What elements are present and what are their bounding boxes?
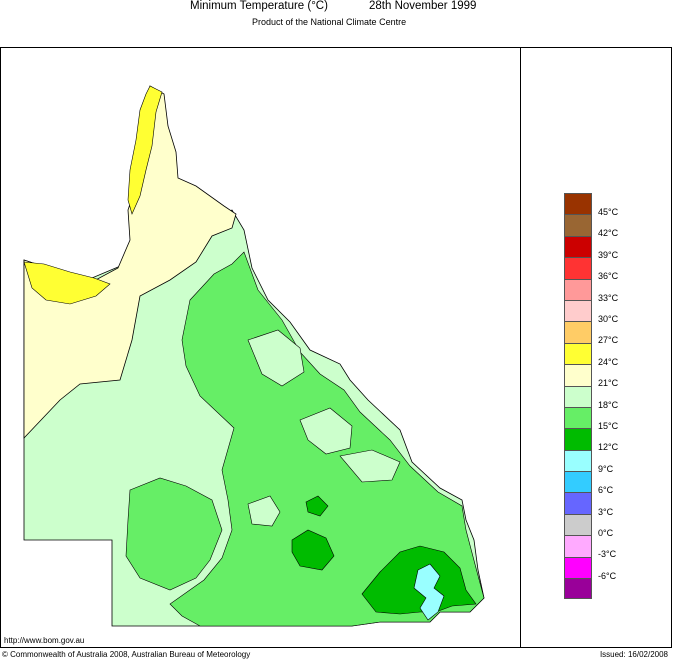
legend-label: 21°C: [598, 378, 619, 388]
legend-label: 0°C: [598, 528, 614, 538]
map-subtitle: Product of the National Climate Centre: [252, 17, 407, 27]
legend-label: 9°C: [598, 464, 614, 474]
queensland-temperature-map: [23, 85, 485, 627]
legend-swatch: [564, 321, 592, 343]
legend-swatch: [564, 449, 592, 472]
legend-swatch: [564, 578, 592, 600]
region-21-24-inlet-2: [299, 407, 353, 455]
legend-swatch: [564, 257, 592, 279]
region-27-30-gulf: [23, 261, 111, 305]
legend-label: -6°C: [598, 571, 617, 581]
source-url: http://www.bom.gov.au: [4, 636, 85, 645]
legend-label: 45°C: [598, 207, 619, 217]
region-21-24-inlet-4: [339, 449, 401, 483]
legend-swatches: [564, 193, 592, 600]
map-frame: [0, 47, 672, 648]
region-21-24-inlet-3: [247, 495, 281, 527]
legend-swatch: [564, 299, 592, 322]
legend-swatch: [564, 193, 592, 215]
legend-label: 33°C: [598, 293, 619, 303]
region-12-15: [413, 563, 445, 621]
region-21-24-inlet-1: [247, 329, 305, 387]
legend-swatch: [564, 342, 592, 365]
legend-swatch: [564, 492, 592, 514]
legend-label: 24°C: [598, 357, 619, 367]
region-15-18-central: [291, 529, 335, 571]
legend-swatch: [564, 535, 592, 557]
legend-swatch: [564, 428, 592, 450]
legend-swatch: [564, 385, 592, 407]
legend-label: 18°C: [598, 400, 619, 410]
legend-label: 27°C: [598, 335, 619, 345]
legend-label: -3°C: [598, 549, 617, 559]
legend-swatch: [564, 278, 592, 300]
map-title-bar: Minimum Temperature (°C) 28th November 1…: [0, 0, 674, 18]
legend-swatch: [564, 235, 592, 258]
legend-label: 15°C: [598, 421, 619, 431]
legend-label: 42°C: [598, 228, 619, 238]
legend-swatch: [564, 406, 592, 429]
region-15-18-small: [305, 495, 329, 517]
region-18-21-west: [125, 477, 223, 591]
region-27-30-cape: [127, 85, 163, 215]
issued-date: Issued: 16/02/2008: [599, 650, 668, 659]
map-title: Minimum Temperature (°C): [190, 0, 328, 12]
map-date: 28th November 1999: [369, 0, 477, 12]
legend-swatch: [564, 214, 592, 236]
legend-label: 36°C: [598, 271, 619, 281]
legend-swatch: [564, 471, 592, 493]
copyright-notice: © Commonwealth of Australia 2008, Austra…: [2, 650, 251, 659]
legend-divider: [520, 47, 521, 648]
legend-swatch: [564, 513, 592, 536]
legend-label: 12°C: [598, 442, 619, 452]
legend-swatch: [564, 364, 592, 386]
legend-label: 3°C: [598, 507, 614, 517]
legend-label: 39°C: [598, 250, 619, 260]
legend-label: 30°C: [598, 314, 619, 324]
legend-swatch: [564, 556, 592, 579]
legend-label: 6°C: [598, 485, 614, 495]
